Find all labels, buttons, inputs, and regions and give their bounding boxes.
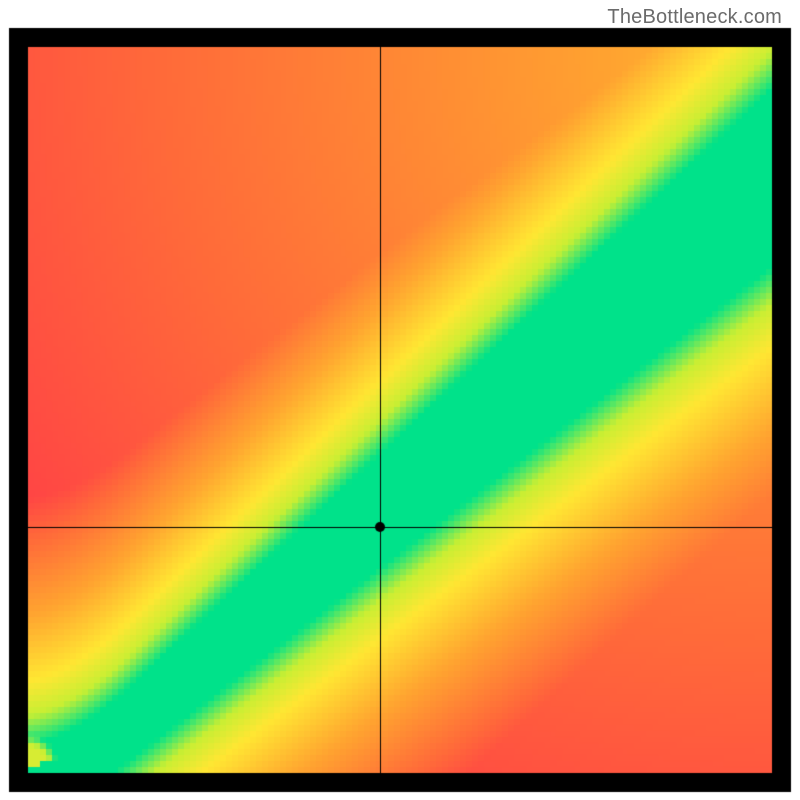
chart-stage: TheBottleneck.com [0,0,800,800]
bottleneck-heatmap-canvas [0,0,800,800]
watermark-text: TheBottleneck.com [607,6,782,29]
